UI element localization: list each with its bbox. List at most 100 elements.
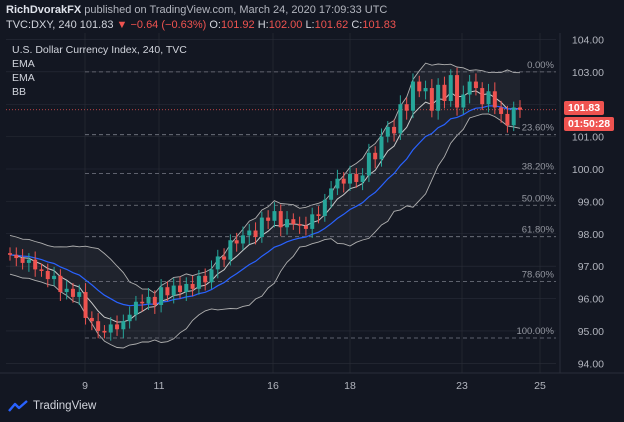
x-tick-label: 23 bbox=[456, 380, 468, 392]
high-value: 102.00 bbox=[268, 19, 303, 31]
candle-body bbox=[348, 173, 352, 184]
candle-body bbox=[448, 75, 453, 101]
y-tick-label: 94.00 bbox=[578, 358, 604, 370]
candle-body bbox=[354, 173, 359, 182]
close-value: 101.83 bbox=[362, 19, 396, 31]
x-tick-label: 9 bbox=[82, 380, 88, 392]
candle-body bbox=[52, 275, 57, 280]
candle-body bbox=[366, 152, 371, 176]
candle-body bbox=[417, 81, 422, 92]
candle-body bbox=[511, 107, 516, 126]
candle-body bbox=[297, 224, 302, 226]
open-label: O: bbox=[209, 19, 221, 31]
candlestick-chart[interactable]: 0.00% 23.60% 38.20% 50.00% 61.80% 78.60% 100.0… bbox=[0, 33, 624, 395]
candle-body bbox=[178, 285, 182, 293]
candle-body bbox=[360, 175, 365, 182]
fibonacci-retracement: 0.00% 23.60% 38.20% 50.00% 61.80% 78.60% 100.0… bbox=[6, 60, 556, 339]
candle-body bbox=[159, 287, 164, 305]
fib-level-label: 23.60% bbox=[522, 123, 555, 134]
candle-body bbox=[190, 283, 195, 289]
ema-slow-label[interactable]: EMA bbox=[12, 72, 35, 84]
candle-body bbox=[322, 199, 327, 216]
fib-level-label: 100.00% bbox=[516, 326, 554, 337]
bb-upper-line bbox=[9, 62, 521, 294]
publish-info: published on TradingView.com, March 24, … bbox=[84, 4, 388, 16]
fib-level-label: 38.20% bbox=[522, 162, 555, 173]
candle-body bbox=[26, 259, 31, 263]
candle-body bbox=[115, 324, 120, 330]
candle-body bbox=[253, 230, 258, 237]
candle-body bbox=[272, 211, 277, 221]
candle-body bbox=[14, 254, 19, 259]
candle-body bbox=[461, 94, 466, 108]
y-tick-label: 98.00 bbox=[578, 229, 604, 241]
candle-body bbox=[121, 321, 126, 330]
candle-body bbox=[140, 301, 145, 304]
symbol-label[interactable]: TVC:DXY, 240 bbox=[6, 19, 77, 31]
candle-body bbox=[429, 88, 434, 111]
candle-body bbox=[486, 91, 491, 105]
candle-body bbox=[518, 107, 522, 110]
candle-body bbox=[234, 240, 239, 244]
candle-body bbox=[39, 269, 44, 271]
y-tick-label: 95.00 bbox=[578, 326, 604, 338]
candle-body bbox=[215, 256, 220, 270]
y-tick-label: 103.00 bbox=[572, 67, 604, 79]
candle-body bbox=[505, 113, 510, 126]
low-value: 101.62 bbox=[314, 19, 349, 31]
candle-body bbox=[259, 217, 264, 237]
candle-body bbox=[70, 288, 75, 297]
candles bbox=[8, 67, 522, 341]
candle-body bbox=[492, 91, 497, 108]
ema-fast-line bbox=[9, 90, 521, 323]
tradingview-logo-icon[interactable] bbox=[8, 400, 28, 412]
candle-body bbox=[379, 136, 384, 160]
y-tick-label: 96.00 bbox=[578, 294, 604, 306]
bb-lower-line bbox=[9, 113, 521, 349]
candle-body bbox=[423, 88, 428, 92]
candle-body bbox=[266, 217, 271, 221]
candle-body bbox=[108, 324, 113, 333]
x-axis[interactable]: 9 11 16 18 23 25 bbox=[0, 372, 624, 392]
candle-body bbox=[209, 269, 214, 283]
high-label: H: bbox=[257, 19, 269, 31]
candle-body bbox=[499, 107, 504, 114]
y-tick-label: 100.00 bbox=[572, 164, 604, 176]
price-change: −0.64 (−0.63%) bbox=[130, 19, 207, 31]
close-label: C: bbox=[351, 19, 363, 31]
indicator-legend: U.S. Dollar Currency Index, 240, TVC EMA… bbox=[12, 43, 187, 99]
candle-body bbox=[184, 283, 189, 293]
candle-body bbox=[127, 314, 132, 322]
x-tick-label: 25 bbox=[534, 380, 546, 392]
candle-body bbox=[442, 84, 447, 101]
candle-body bbox=[228, 240, 233, 260]
candle-body bbox=[392, 126, 397, 134]
candle-body bbox=[436, 84, 441, 111]
y-tick-label: 101.00 bbox=[572, 132, 604, 144]
candle-body bbox=[89, 317, 94, 322]
fib-level-label: 50.00% bbox=[522, 193, 555, 204]
candle-body bbox=[33, 259, 38, 270]
candle-body bbox=[8, 253, 12, 255]
author-name[interactable]: RichDvorakFX bbox=[6, 4, 82, 16]
y-tick-label: 97.00 bbox=[578, 261, 604, 273]
bb-fill bbox=[10, 63, 520, 348]
down-arrow-icon: ▼ bbox=[116, 19, 128, 31]
bollinger-bands bbox=[9, 62, 521, 349]
footer: TradingView bbox=[8, 400, 96, 412]
bb-label[interactable]: BB bbox=[12, 86, 27, 98]
ema-fast-label[interactable]: EMA bbox=[12, 58, 35, 70]
tradingview-brand[interactable]: TradingView bbox=[33, 400, 97, 412]
candle-body bbox=[291, 219, 296, 225]
candle-body bbox=[152, 296, 157, 305]
y-tick-label: 104.00 bbox=[572, 34, 604, 46]
candle-body bbox=[247, 230, 252, 236]
candle-body bbox=[222, 256, 227, 260]
candle-body bbox=[455, 75, 460, 108]
candle-body bbox=[473, 81, 478, 89]
fib-level-label: 78.60% bbox=[522, 269, 555, 280]
last-price-tag: 101.83 bbox=[564, 101, 605, 115]
candle-body bbox=[480, 88, 485, 105]
candle-body bbox=[335, 178, 340, 189]
y-axis[interactable]: 94.00 95.00 96.00 97.00 98.00 99.00 100.00 101.… bbox=[559, 33, 604, 373]
